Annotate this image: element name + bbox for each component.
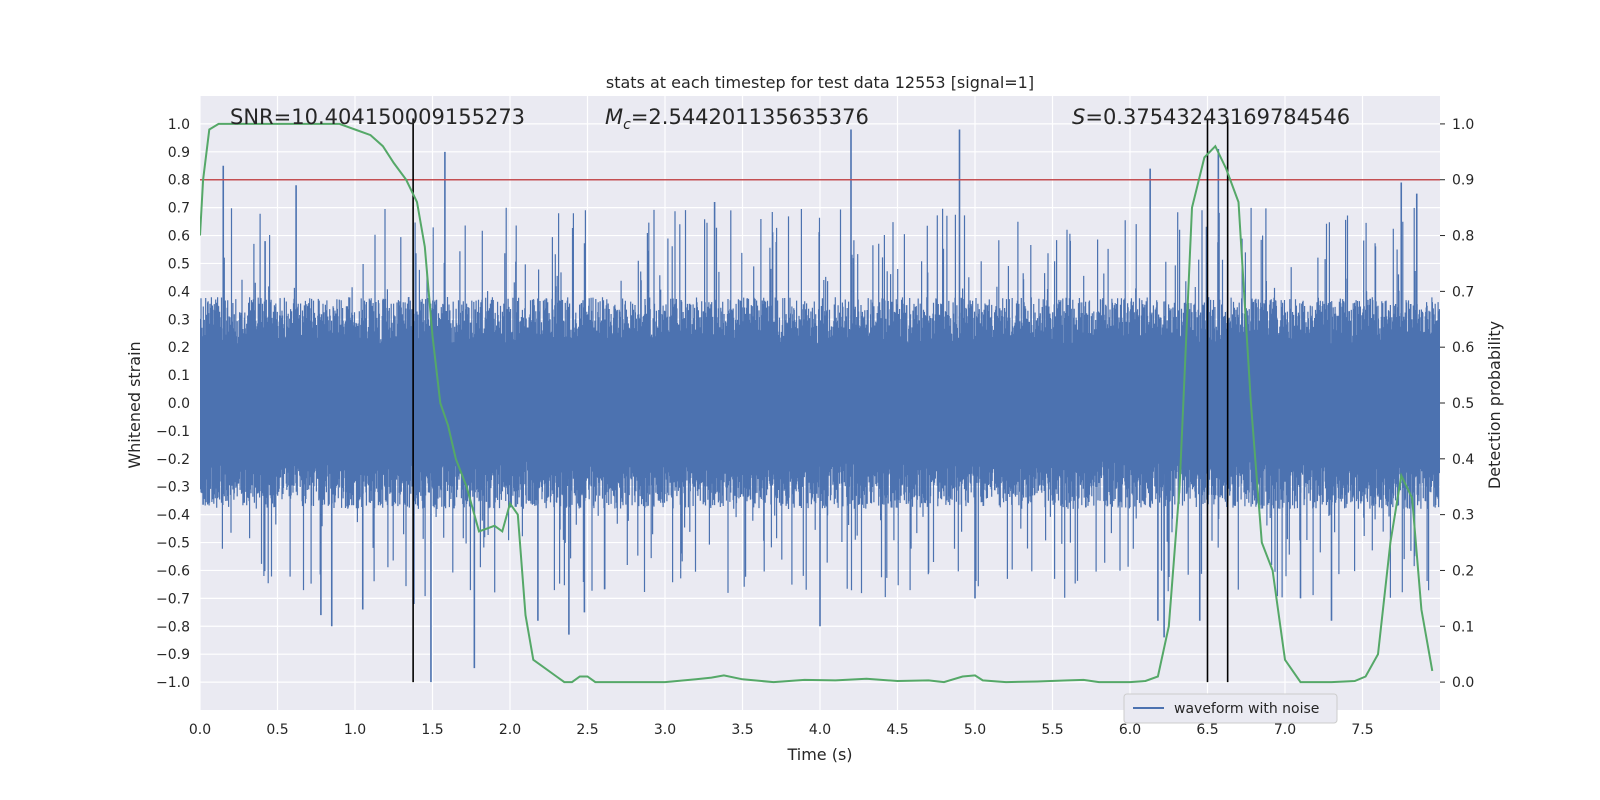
x-tick-label: 2.0	[499, 722, 521, 738]
y-left-tick-label: −0.5	[156, 536, 190, 552]
y-right-tick-label: 0.4	[1452, 452, 1474, 468]
y-right-tick-label: 0.9	[1452, 173, 1474, 189]
y-left-tick-label: −0.8	[156, 619, 190, 635]
y-right-tick-label: 0.7	[1452, 284, 1474, 300]
y-left-tick-label: 0.3	[168, 312, 190, 328]
chirp-mass-symbol: M	[605, 105, 623, 129]
y-right-tick-label: 0.2	[1452, 563, 1474, 579]
waveform-trace	[200, 207, 1440, 598]
legend: waveform with noise	[1123, 693, 1338, 724]
waveform-series	[200, 129, 1440, 683]
x-tick-label: 4.0	[809, 722, 831, 738]
y-left-tick-label: 0.8	[168, 173, 190, 189]
x-tick-label: 6.5	[1196, 722, 1218, 738]
y-left-tick-label: −1.0	[156, 675, 190, 691]
y-right-tick-label: 0.6	[1452, 340, 1474, 356]
x-tick-label: 3.5	[731, 722, 753, 738]
y-axis-right-label: Detection probability	[1485, 321, 1504, 489]
x-tick-label: 3.0	[654, 722, 676, 738]
y-left-tick-label: 0.1	[168, 368, 190, 384]
y-left-tick-label: 0.9	[168, 145, 190, 161]
x-tick-label: 0.0	[189, 722, 211, 738]
y-right-tick-label: 0.5	[1452, 396, 1474, 412]
y-left-tick-label: −0.2	[156, 452, 190, 468]
chirp-mass-subscript: c	[623, 117, 631, 133]
y-left-tick-label: −0.9	[156, 647, 190, 663]
y-right-tick-label: 0.1	[1452, 619, 1474, 635]
x-tick-label: 1.0	[344, 722, 366, 738]
x-tick-label: 2.5	[576, 722, 598, 738]
s-annotation: S=0.37543243169784546	[1072, 105, 1350, 129]
detection-probability-line	[200, 122, 1434, 684]
y-right-tick-label: 0.3	[1452, 508, 1474, 524]
y-axis-left-label: Whitened strain	[125, 341, 144, 468]
y-left-tick-label: 0.6	[168, 229, 190, 245]
x-tick-label: 0.5	[266, 722, 288, 738]
snr-annotation: SNR=10.404150009155273	[230, 105, 525, 129]
y-left-tick-label: −0.4	[156, 508, 190, 524]
y-right-tick-label: 0.0	[1452, 675, 1474, 691]
y-left-tick-label: −0.3	[156, 480, 190, 496]
y-left-tick-label: 1.0	[168, 117, 190, 133]
y-left-tick-label: −0.6	[156, 563, 190, 579]
x-tick-label: 7.5	[1351, 722, 1373, 738]
y-left-tick-label: −0.1	[156, 424, 190, 440]
legend-box	[1123, 693, 1338, 724]
y-left-tick-label: 0.0	[168, 396, 190, 412]
chirp-mass-annotation: Mc=2.544201135635376	[605, 105, 869, 133]
x-tick-label: 6.0	[1119, 722, 1141, 738]
x-tick-label: 4.5	[886, 722, 908, 738]
y-left-tick-label: 0.4	[168, 284, 190, 300]
y-left-tick-label: −0.7	[156, 591, 190, 607]
x-tick-label: 7.0	[1274, 722, 1296, 738]
x-tick-label: 5.0	[964, 722, 986, 738]
chart-title: stats at each timestep for test data 125…	[606, 73, 1034, 92]
tick-labels: 0.0 0.5 1.0 1.5 2.0 2.5 3.0 3.5 4.0 4.5 5.0 5.5 6.0 6…	[156, 117, 1474, 738]
y-left-tick-label: 0.5	[168, 256, 190, 272]
detection-probability-series	[200, 122, 1434, 684]
legend-label: waveform with noise	[1174, 701, 1319, 717]
y-left-tick-label: 0.7	[168, 201, 190, 217]
x-tick-label: 1.5	[421, 722, 443, 738]
y-right-tick-label: 1.0	[1452, 117, 1474, 133]
y-left-tick-label: 0.2	[168, 340, 190, 356]
x-axis-label: Time (s)	[786, 745, 852, 764]
y-right-tick-label: 0.8	[1452, 229, 1474, 245]
x-tick-label: 5.5	[1041, 722, 1063, 738]
s-symbol: S	[1072, 105, 1085, 129]
chirp-mass-value: =2.544201135635376	[631, 105, 869, 129]
s-value: =0.37543243169784546	[1085, 105, 1350, 129]
